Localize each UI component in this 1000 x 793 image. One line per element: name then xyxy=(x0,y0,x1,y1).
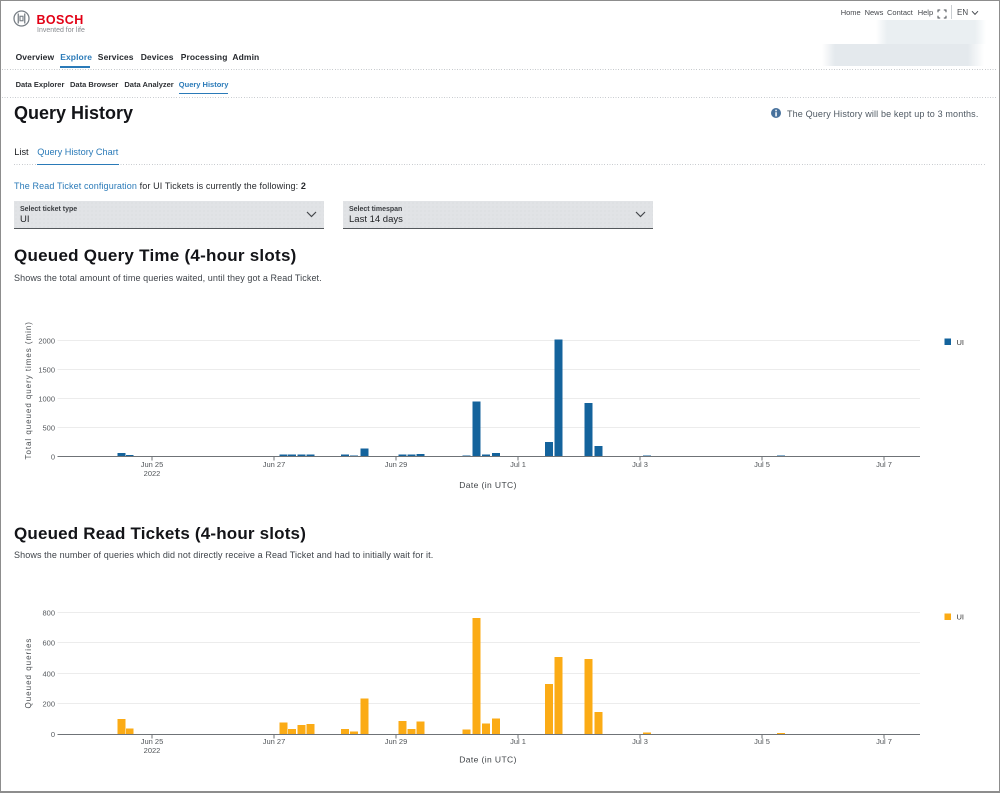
svg-text:1000: 1000 xyxy=(38,394,55,403)
svg-text:Jul 3: Jul 3 xyxy=(632,460,648,469)
svg-text:Jun 27: Jun 27 xyxy=(263,737,286,746)
svg-text:1500: 1500 xyxy=(38,365,55,374)
svg-text:Jul 5: Jul 5 xyxy=(754,460,770,469)
svg-text:Jun 29: Jun 29 xyxy=(385,460,408,469)
svg-text:UI: UI xyxy=(957,612,965,621)
svg-text:Total queued query times (min): Total queued query times (min) xyxy=(24,321,33,459)
svg-text:Jul 7: Jul 7 xyxy=(876,737,892,746)
svg-text:0: 0 xyxy=(51,730,55,739)
svg-text:2022: 2022 xyxy=(144,746,161,755)
svg-text:200: 200 xyxy=(42,699,55,708)
svg-text:Jul 3: Jul 3 xyxy=(632,737,648,746)
svg-text:500: 500 xyxy=(42,423,55,432)
svg-text:Jul 1: Jul 1 xyxy=(510,737,526,746)
svg-text:Queued queries: Queued queries xyxy=(24,638,33,709)
svg-text:Jul 5: Jul 5 xyxy=(754,737,770,746)
svg-text:Jul 7: Jul 7 xyxy=(876,460,892,469)
svg-text:2000: 2000 xyxy=(38,336,55,345)
svg-text:Date (in UTC): Date (in UTC) xyxy=(459,755,517,765)
svg-text:Jun 25: Jun 25 xyxy=(141,737,164,746)
svg-text:0: 0 xyxy=(51,452,55,461)
svg-text:Jun 29: Jun 29 xyxy=(385,737,408,746)
svg-text:800: 800 xyxy=(42,608,55,617)
svg-text:2022: 2022 xyxy=(144,469,161,478)
svg-text:UI: UI xyxy=(957,338,965,347)
svg-text:400: 400 xyxy=(42,669,55,678)
svg-text:Jun 27: Jun 27 xyxy=(263,460,286,469)
svg-text:Date (in UTC): Date (in UTC) xyxy=(459,480,517,490)
svg-text:600: 600 xyxy=(42,638,55,647)
svg-text:Jun 25: Jun 25 xyxy=(141,460,164,469)
svg-text:Jul 1: Jul 1 xyxy=(510,460,526,469)
